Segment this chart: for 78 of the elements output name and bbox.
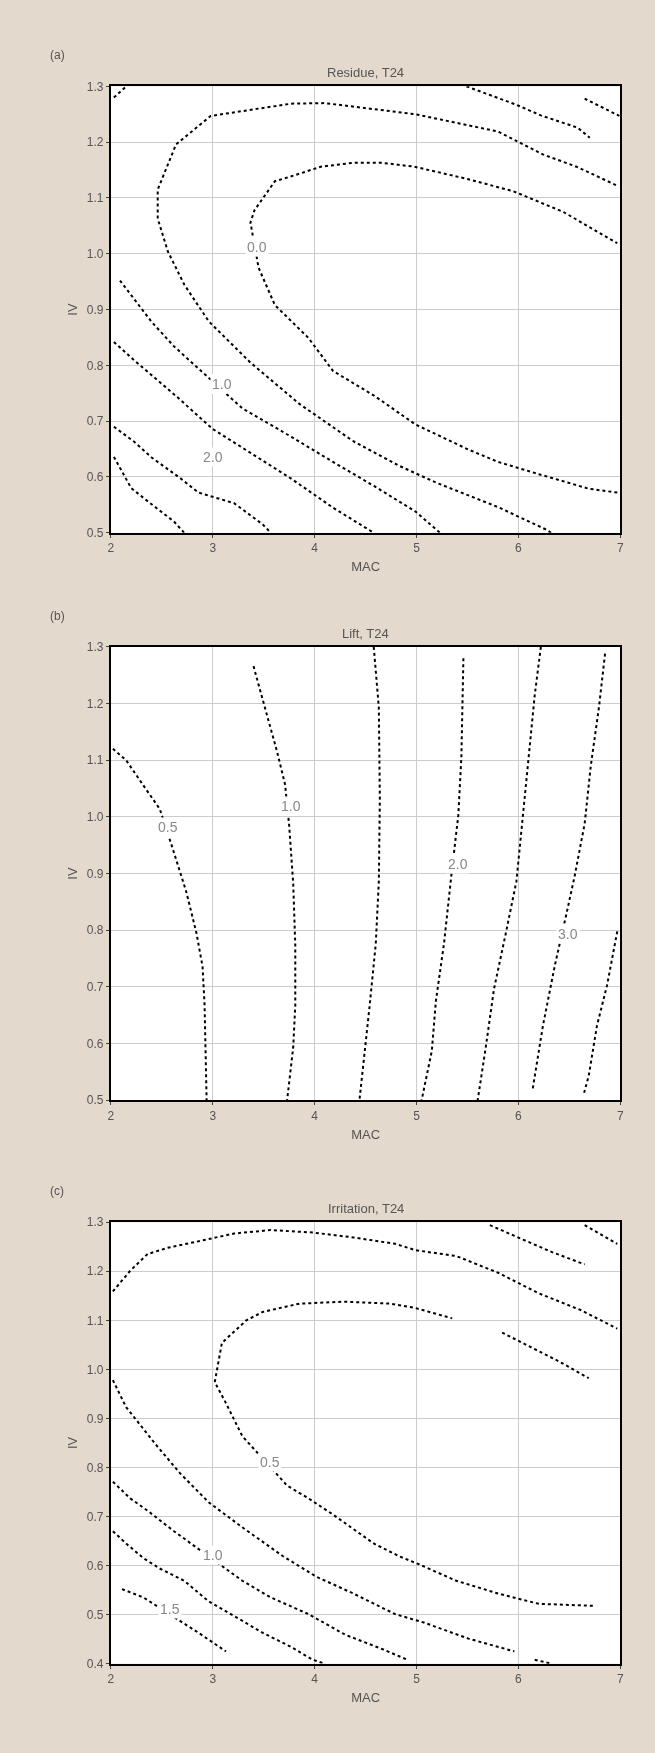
y-axis-title: IV <box>65 867 81 880</box>
x-tick-label: 7 <box>616 1672 624 1687</box>
y-tick-label: 0.6 <box>86 1036 104 1051</box>
text: (c) <box>50 1184 64 1198</box>
x-tick-label: 6 <box>515 1672 523 1687</box>
x-tick-label: 6 <box>515 541 523 556</box>
chart-title: Lift, T24 <box>342 626 389 641</box>
line-series <box>121 1588 227 1653</box>
x-tick-label: 3 <box>209 541 217 556</box>
line-series <box>582 930 619 1096</box>
x-tick-label: 4 <box>311 541 319 556</box>
line-series <box>112 425 272 533</box>
annotation: 0.5 <box>158 819 178 835</box>
x-tick-label: 4 <box>311 1108 319 1123</box>
y-tick-label: 1.2 <box>86 1264 104 1279</box>
annotation: 0.5 <box>260 1454 280 1470</box>
line-series <box>249 161 619 494</box>
annotation: 2.0 <box>448 856 468 872</box>
y-tick-label: 0.9 <box>86 302 104 317</box>
x-tick-label: 3 <box>209 1108 217 1123</box>
y-tick-label: 0.7 <box>86 980 104 995</box>
y-tick-label: 1.3 <box>86 79 104 94</box>
line-series <box>111 1379 516 1653</box>
x-axis-title: MAC <box>351 1126 381 1142</box>
y-tick-label: 1.2 <box>86 696 104 711</box>
y-tick-label: 0.6 <box>86 470 104 485</box>
annotation: 1.0 <box>212 376 232 392</box>
y-tick-label: 0.8 <box>86 923 104 938</box>
x-tick-label: 2 <box>107 1672 115 1687</box>
x-tick-label: 4 <box>311 1672 319 1687</box>
line-series <box>111 1229 619 1330</box>
annotation: 0.0 <box>247 239 267 255</box>
y-tick-label: 1.1 <box>86 753 104 768</box>
y-tick-label: 0.4 <box>86 1656 104 1671</box>
line-series <box>531 652 607 1090</box>
y-tick-label: 0.5 <box>86 1607 104 1622</box>
y-tick-label: 1.1 <box>86 1313 104 1328</box>
text: (a) <box>50 48 65 62</box>
x-axis-title: MAC <box>351 559 381 575</box>
annotation: 1.5 <box>160 1601 180 1617</box>
x-tick-label: 6 <box>515 1108 523 1123</box>
annotation: 2.0 <box>203 449 223 465</box>
y-tick-label: 0.7 <box>86 414 104 429</box>
y-tick-label: 1.0 <box>86 1362 104 1377</box>
line-series <box>111 1480 409 1661</box>
annotation: 3.0 <box>558 926 578 942</box>
y-tick-label: 0.5 <box>86 1093 104 1108</box>
line-series <box>488 1224 586 1266</box>
annotation: 1.0 <box>281 798 301 814</box>
x-tick-label: 3 <box>209 1672 217 1687</box>
y-tick-label: 0.8 <box>86 1460 104 1475</box>
y-tick-label: 0.9 <box>86 866 104 881</box>
x-tick-label: 5 <box>413 541 421 556</box>
y-tick-label: 0.5 <box>86 525 104 540</box>
y-tick-label: 1.0 <box>86 810 104 825</box>
x-tick-label: 7 <box>616 541 624 556</box>
x-tick-label: 2 <box>107 541 115 556</box>
line-series <box>501 1331 590 1380</box>
annotation: 1.0 <box>203 1547 223 1563</box>
y-axis-title: IV <box>65 303 81 316</box>
x-tick-label: 5 <box>413 1672 421 1687</box>
chart-title: Residue, T24 <box>327 65 405 80</box>
chart-title: Irritation, T24 <box>328 1201 405 1216</box>
y-tick-label: 1.3 <box>86 1215 104 1230</box>
y-tick-label: 1.0 <box>86 246 104 261</box>
y-tick-label: 1.3 <box>86 640 104 655</box>
y-tick-label: 1.2 <box>86 135 104 150</box>
x-tick-label: 5 <box>413 1108 421 1123</box>
y-tick-label: 0.7 <box>86 1509 104 1524</box>
y-tick-label: 0.6 <box>86 1558 104 1573</box>
y-axis-title: IV <box>65 1436 81 1450</box>
text: (b) <box>50 609 65 623</box>
x-tick-label: 2 <box>107 1108 115 1123</box>
x-tick-label: 7 <box>616 1108 624 1123</box>
y-tick-label: 0.9 <box>86 1411 104 1426</box>
y-tick-label: 0.8 <box>86 358 104 373</box>
y-tick-label: 1.1 <box>86 191 104 206</box>
x-axis-title: MAC <box>351 1690 381 1706</box>
